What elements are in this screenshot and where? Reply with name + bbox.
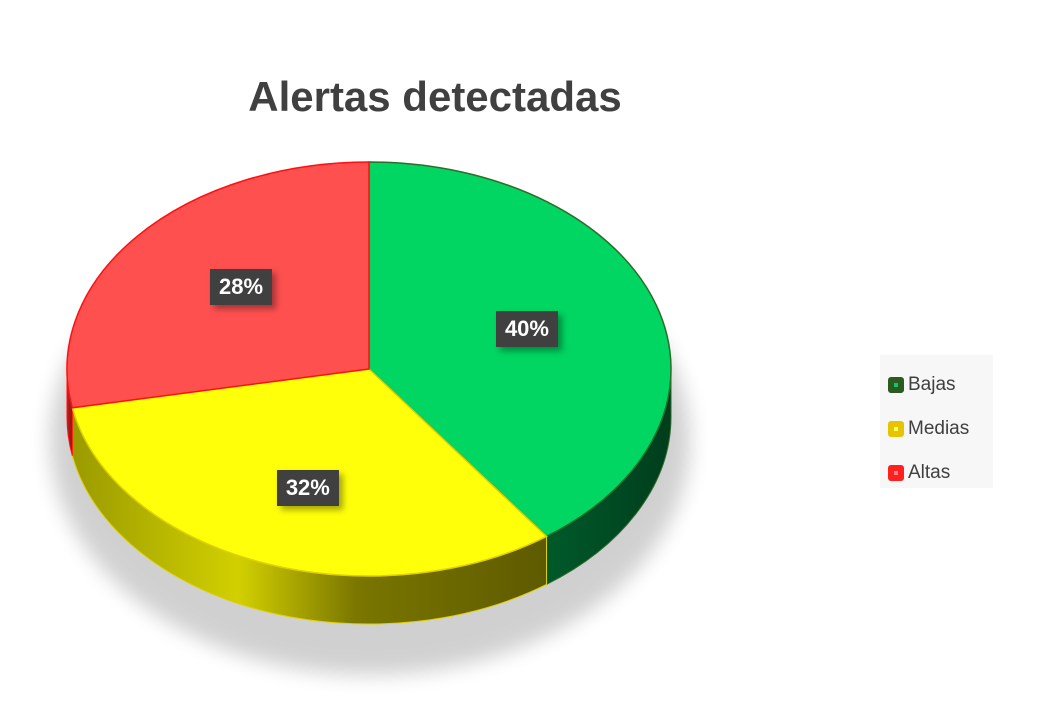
data-label-medias: 32% <box>276 470 339 507</box>
legend: Bajas Medias Altas <box>880 355 993 488</box>
legend-swatch-medias <box>888 421 904 437</box>
legend-item-bajas: Bajas <box>888 363 993 407</box>
legend-item-altas: Altas <box>888 451 993 495</box>
legend-label-altas: Altas <box>908 462 951 483</box>
legend-label-bajas: Bajas <box>908 374 956 395</box>
legend-swatch-bajas <box>888 377 904 393</box>
pie-slice-bajas <box>368 161 672 538</box>
legend-label-medias: Medias <box>908 418 970 439</box>
legend-swatch-altas <box>888 465 904 481</box>
pie-tops <box>66 161 672 577</box>
legend-item-medias: Medias <box>888 407 993 451</box>
data-label-bajas: 40% <box>495 311 558 348</box>
chart-title: Alertas detectadas <box>248 73 622 120</box>
data-label-altas: 28% <box>209 269 273 306</box>
